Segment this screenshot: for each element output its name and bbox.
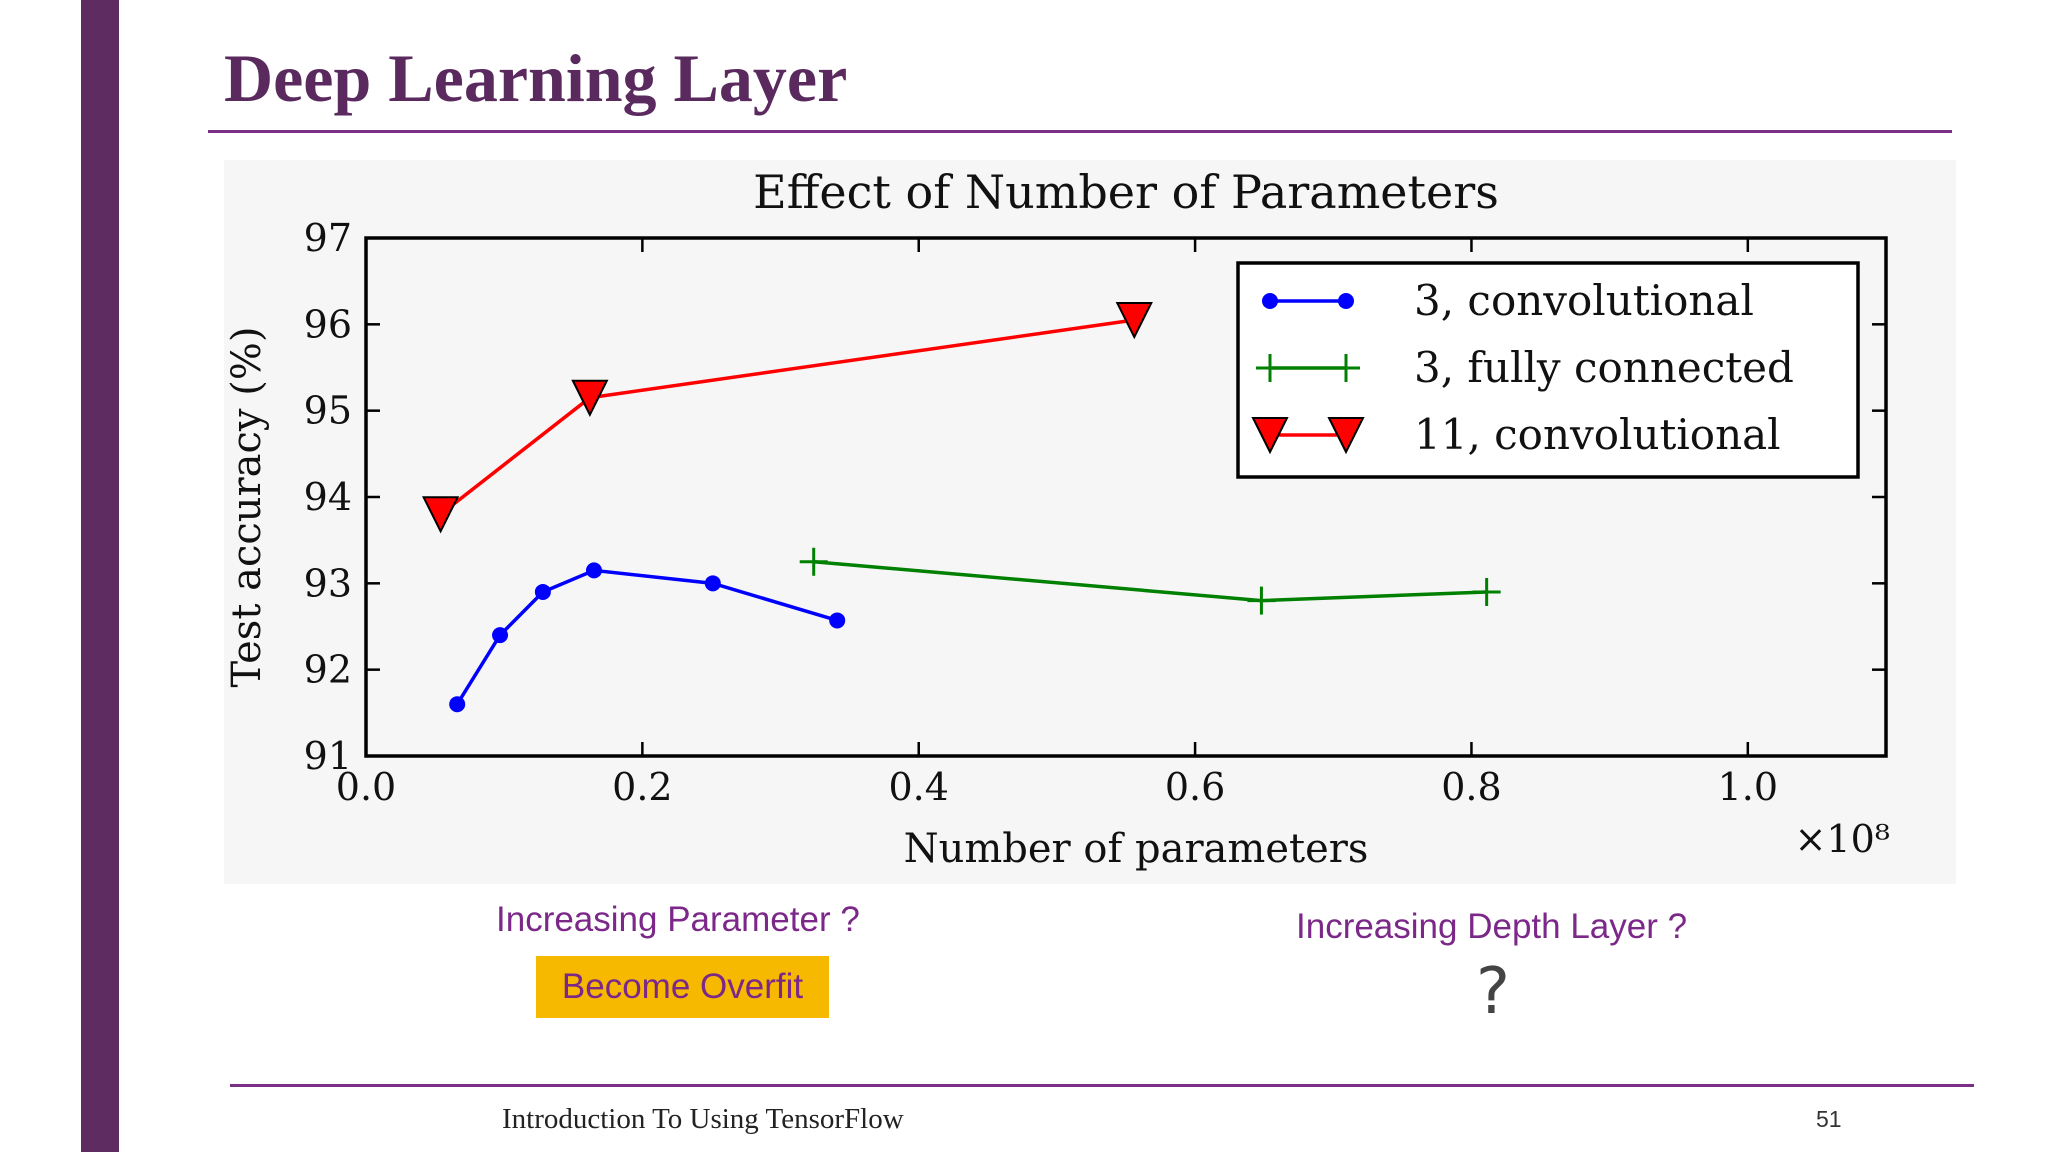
data-point-series-0 bbox=[704, 575, 721, 592]
overfit-badge: Become Overfit bbox=[536, 956, 829, 1018]
plot-frame bbox=[364, 236, 1888, 758]
data-point-series-0 bbox=[534, 583, 551, 600]
x-axis-label: Number of parameters bbox=[904, 826, 1369, 872]
data-point-series-0 bbox=[829, 612, 846, 629]
caption-increasing-parameter: Increasing Parameter ? bbox=[496, 900, 860, 939]
data-point-series-0 bbox=[449, 696, 466, 713]
data-point-series-2 bbox=[571, 379, 609, 417]
accuracy-chart: Effect of Number of Parameters 0.0 0.2 0.4 0… bbox=[220, 158, 1960, 898]
series-line-0 bbox=[455, 568, 838, 706]
y-tick-label: 97 bbox=[304, 216, 352, 260]
x-tick-label: 0.2 bbox=[612, 765, 672, 809]
x-tick-label: 1.0 bbox=[1718, 765, 1778, 809]
legend-marker-0 bbox=[1262, 293, 1278, 309]
y-axis-label: Test accuracy (%) bbox=[224, 327, 270, 688]
x-axis-multiplier: ×10⁸ bbox=[1795, 817, 1890, 861]
left-accent-bar bbox=[81, 0, 119, 1152]
y-tick-label: 93 bbox=[304, 561, 352, 605]
data-point-series-2 bbox=[1115, 302, 1153, 340]
data-point-series-1 bbox=[1247, 586, 1276, 615]
page-number: 51 bbox=[1816, 1106, 1842, 1132]
y-tick-label: 95 bbox=[304, 389, 352, 433]
x-tick-label: 0.4 bbox=[889, 765, 949, 809]
x-tick-label: 0.6 bbox=[1165, 765, 1225, 809]
title-divider bbox=[208, 130, 1952, 133]
data-point-series-2 bbox=[422, 496, 460, 534]
question-mark: ? bbox=[1476, 955, 1510, 1029]
data-point-series-1 bbox=[1472, 577, 1501, 606]
legend-label-0: 3, convolutional bbox=[1414, 276, 1754, 325]
legend-marker-2 bbox=[1327, 417, 1365, 455]
y-tick-label: 96 bbox=[304, 302, 352, 346]
footer-divider bbox=[230, 1084, 1974, 1087]
y-tick-label: 92 bbox=[304, 648, 352, 692]
legend-marker-2 bbox=[1251, 417, 1289, 455]
legend-marker-0 bbox=[1338, 293, 1354, 309]
slide-title: Deep Learning Layer bbox=[224, 40, 848, 116]
data-point-series-0 bbox=[492, 627, 509, 644]
data-point-series-1 bbox=[799, 547, 828, 576]
y-tick-label: 94 bbox=[304, 475, 352, 519]
data-point-series-0 bbox=[586, 562, 602, 579]
x-tick-label: 0.0 bbox=[336, 765, 396, 809]
legend-marker-1 bbox=[1256, 354, 1284, 382]
x-tick-label: 0.8 bbox=[1441, 765, 1501, 809]
caption-increasing-depth: Increasing Depth Layer ? bbox=[1296, 907, 1688, 946]
chart-svg: Effect of Number of Parameters 0.0 0.2 0.4 0… bbox=[224, 160, 1956, 884]
legend-marker-1 bbox=[1332, 354, 1360, 382]
y-tick-label: 91 bbox=[304, 734, 352, 778]
footer-text: Introduction To Using TensorFlow bbox=[502, 1103, 904, 1135]
legend-label-1: 3, fully connected bbox=[1414, 343, 1794, 392]
chart-title: Effect of Number of Parameters bbox=[753, 165, 1499, 219]
legend-label-2: 11, convolutional bbox=[1414, 410, 1781, 459]
